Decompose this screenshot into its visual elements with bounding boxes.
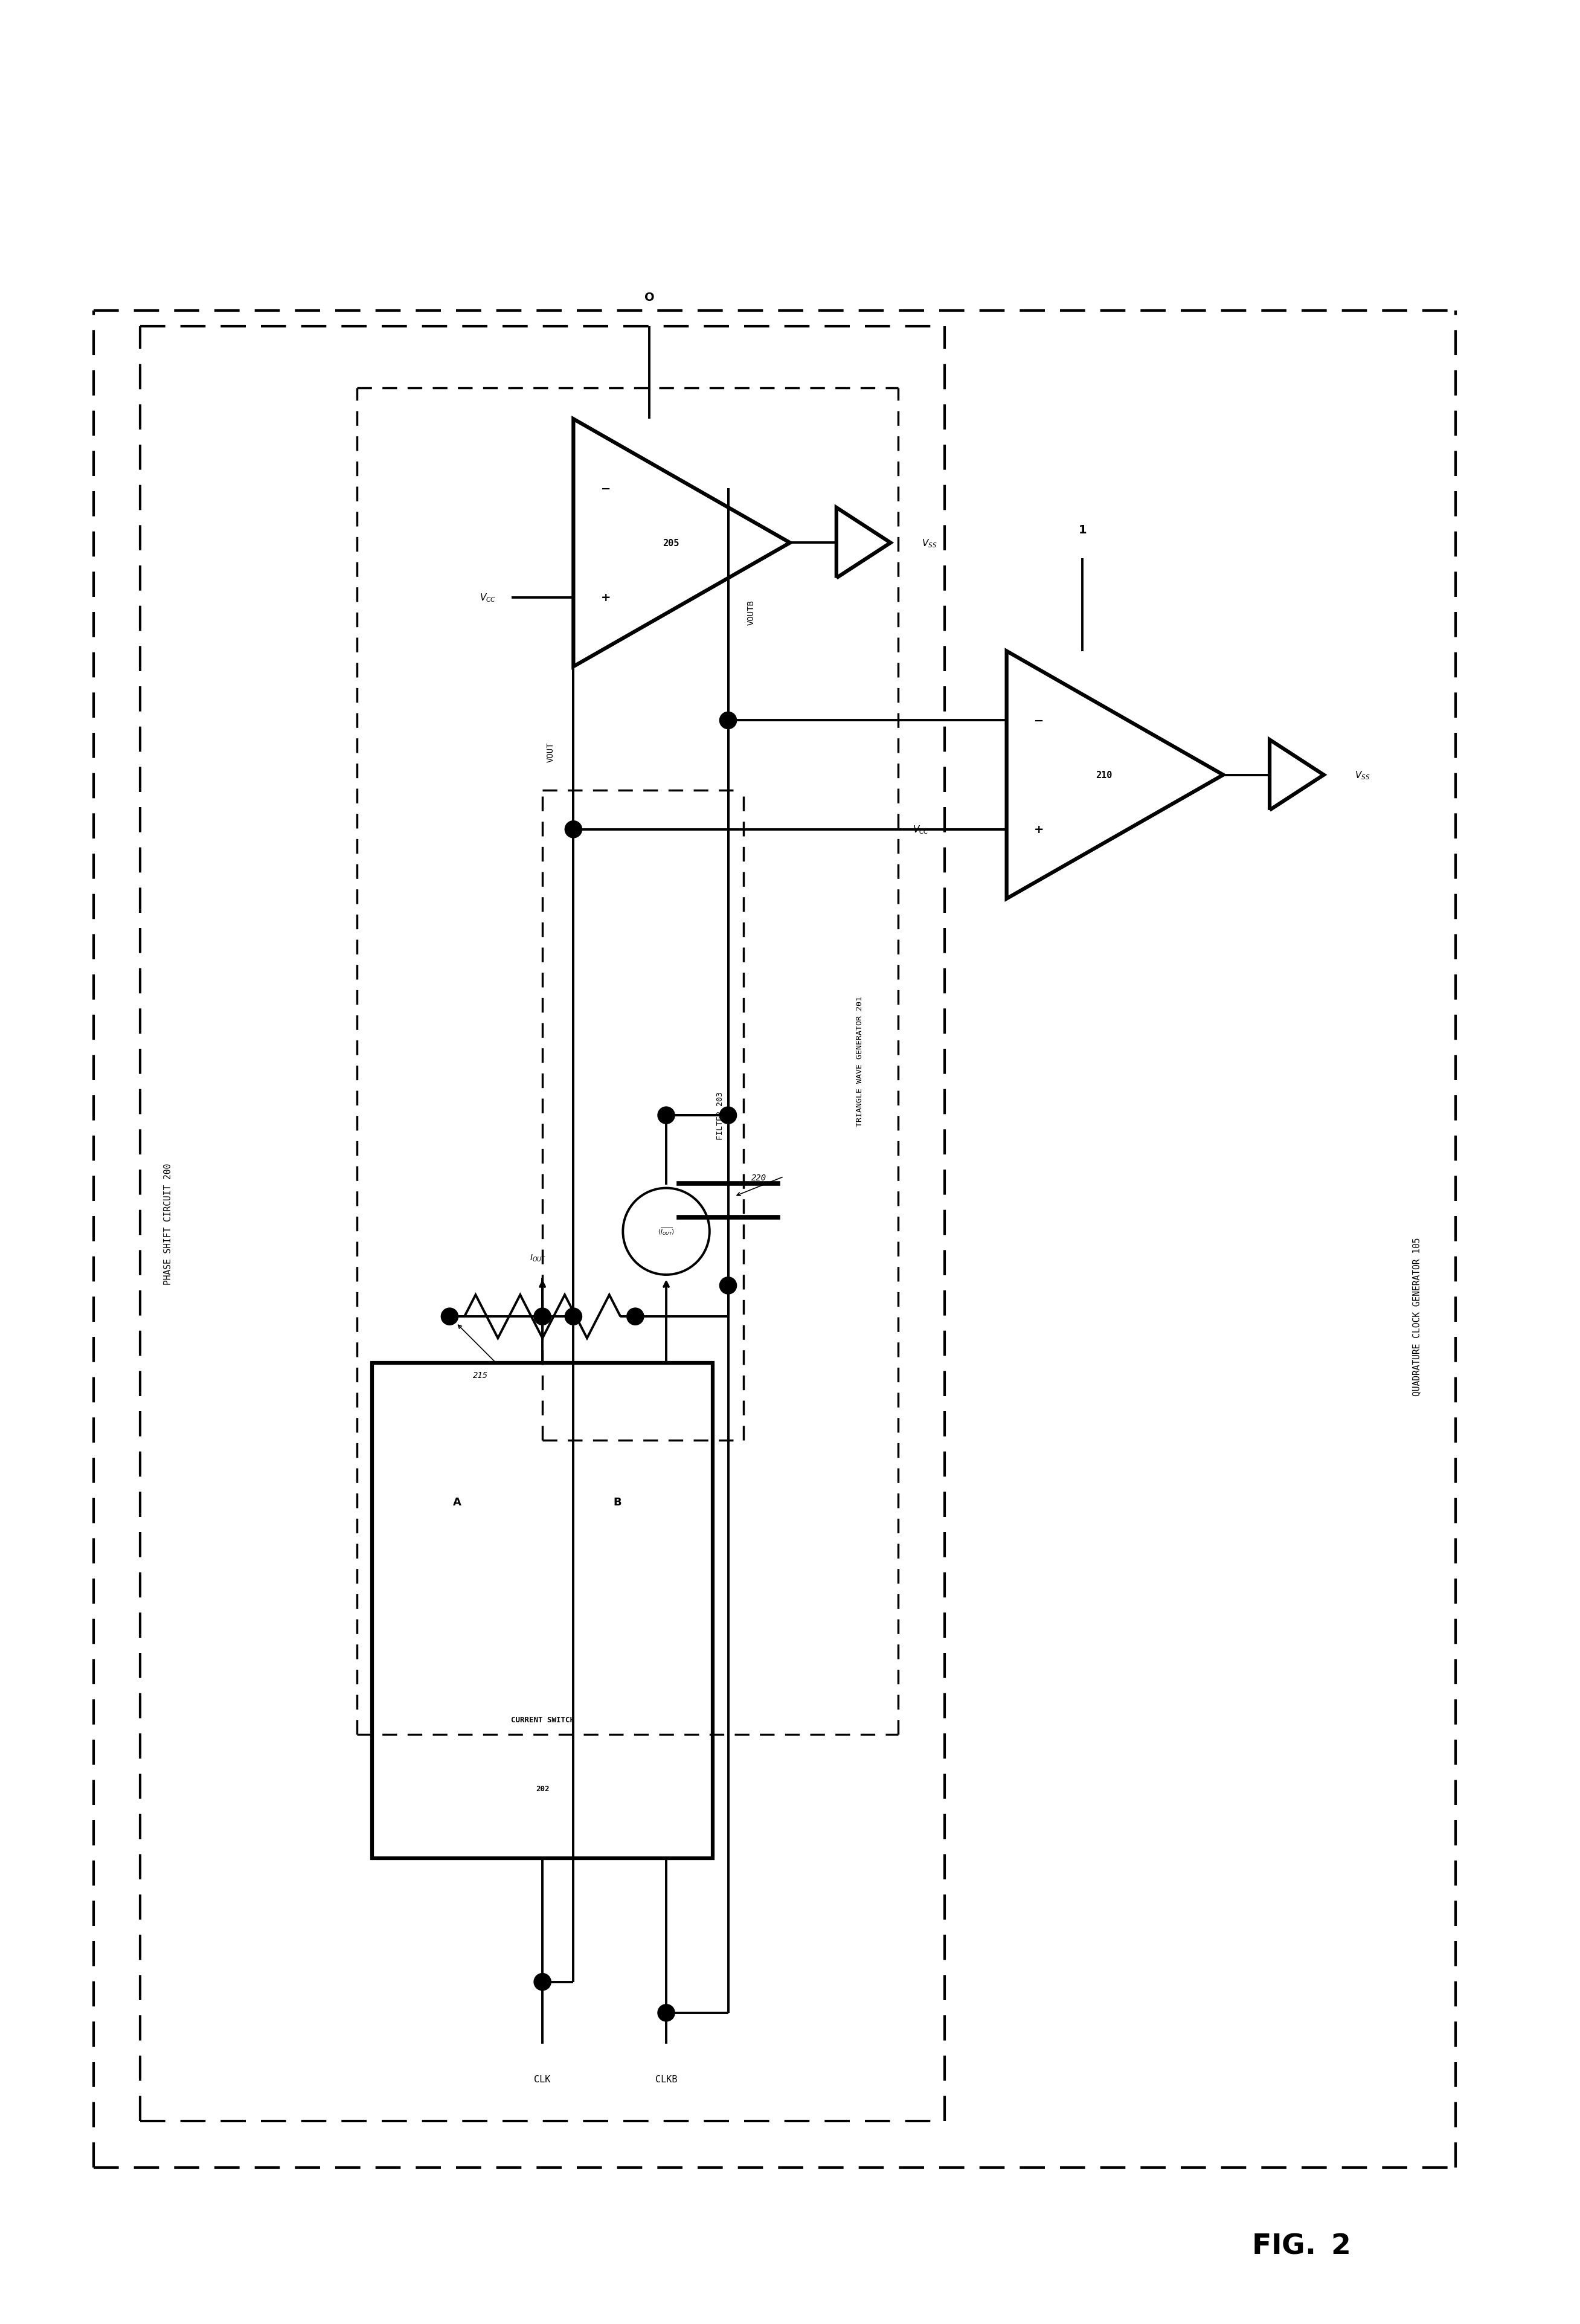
Text: TRIANGLE WAVE GENERATOR 201: TRIANGLE WAVE GENERATOR 201 xyxy=(856,997,864,1127)
Text: $V_{CC}$: $V_{CC}$ xyxy=(480,593,496,604)
Text: O: O xyxy=(645,293,654,304)
Circle shape xyxy=(719,1106,736,1125)
Circle shape xyxy=(566,1308,581,1325)
Text: CLK: CLK xyxy=(534,2075,551,2085)
Polygon shape xyxy=(574,418,790,667)
Circle shape xyxy=(657,2003,675,2022)
Text: $(\overline{I_{OUT}})$: $(\overline{I_{OUT}})$ xyxy=(657,1227,675,1236)
Polygon shape xyxy=(1006,651,1223,899)
Circle shape xyxy=(719,711,736,730)
Text: PHASE SHIFT CIRCUIT ̲200: PHASE SHIFT CIRCUIT ̲200 xyxy=(163,1160,172,1287)
Text: $\mathbf{FIG.\ 2}$: $\mathbf{FIG.\ 2}$ xyxy=(1251,2231,1349,2259)
Text: $V_{CC}$: $V_{CC}$ xyxy=(913,825,929,834)
Text: A: A xyxy=(453,1497,461,1508)
Text: $V_{SS}$: $V_{SS}$ xyxy=(1354,769,1370,781)
Text: −: − xyxy=(1035,716,1044,727)
Circle shape xyxy=(657,1106,675,1125)
Text: +: + xyxy=(1035,825,1044,834)
Text: 205: 205 xyxy=(662,539,679,548)
Text: FILTER 203: FILTER 203 xyxy=(716,1092,724,1139)
Circle shape xyxy=(534,1308,551,1325)
Text: 202: 202 xyxy=(536,1785,550,1792)
Text: QUADRATURE CLOCK GENERATOR 105: QUADRATURE CLOCK GENERATOR 105 xyxy=(1413,1236,1420,1397)
Circle shape xyxy=(719,1278,736,1294)
Text: 210: 210 xyxy=(1097,772,1112,781)
Text: 1: 1 xyxy=(1078,523,1087,535)
Text: VOUT: VOUT xyxy=(547,741,555,762)
Text: CURRENT SWITCH: CURRENT SWITCH xyxy=(510,1715,574,1724)
Text: 215: 215 xyxy=(472,1371,488,1380)
Circle shape xyxy=(441,1308,458,1325)
Text: +: + xyxy=(600,593,611,604)
Text: $V_{SS}$: $V_{SS}$ xyxy=(921,537,937,548)
Circle shape xyxy=(627,1308,643,1325)
Text: PHASE SHIFT CIRCUIT 200: PHASE SHIFT CIRCUIT 200 xyxy=(163,1162,172,1285)
Text: 220: 220 xyxy=(752,1174,766,1181)
Bar xyxy=(373,1364,713,1859)
Text: B: B xyxy=(613,1497,621,1508)
Text: −: − xyxy=(600,483,611,495)
Circle shape xyxy=(566,820,581,839)
Text: $I_{OUT}$: $I_{OUT}$ xyxy=(529,1253,547,1262)
Text: CLKB: CLKB xyxy=(656,2075,678,2085)
Circle shape xyxy=(534,1973,551,1989)
Text: VOUTB: VOUTB xyxy=(747,600,755,625)
